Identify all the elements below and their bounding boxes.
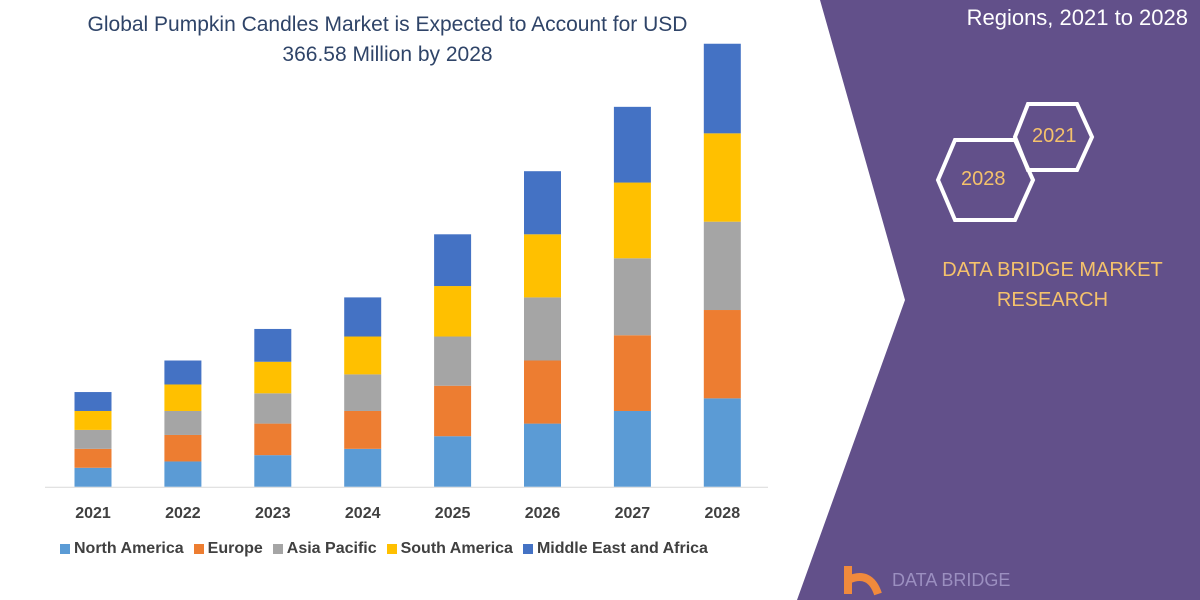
- x-tick-label: 2027: [615, 505, 651, 522]
- x-tick-label: 2026: [525, 505, 561, 522]
- x-tick-label: 2025: [435, 505, 471, 522]
- bar-segment-2028-north-america: [703, 398, 741, 487]
- bar-segment-2021-south-america: [74, 410, 112, 430]
- bar-segment-2022-europe: [164, 434, 202, 462]
- legend-swatch: [272, 544, 283, 554]
- bar-segment-2023-europe: [254, 423, 292, 456]
- bar-segment-2025-south-america: [434, 286, 472, 337]
- hexagon-2028: [935, 138, 1036, 222]
- x-tick-label: 2021: [75, 505, 111, 522]
- brand-name: DATA BRIDGE MARKET RESEARCH: [925, 255, 1180, 315]
- legend: North America Europe Asia Pacific South Ame…: [60, 540, 708, 558]
- bar-segment-2022-asia-pacific: [164, 410, 202, 435]
- bar-segment-2026-asia-pacific: [524, 297, 561, 361]
- legend-item: Asia Pacific: [272, 540, 377, 558]
- footer-logo: DATA BRIDGE: [844, 566, 1010, 596]
- legend-label: North America: [74, 540, 184, 557]
- brand-line1: DATA BRIDGE MARKET: [942, 259, 1163, 281]
- hex-year-2028: 2028: [961, 168, 1006, 190]
- bar-segment-2024-middle-east-and-africa: [344, 297, 382, 337]
- bar-segment-2021-europe: [74, 448, 112, 468]
- bar-segment-2027-north-america: [613, 410, 651, 487]
- hexagon-2021: [1012, 102, 1095, 172]
- legend-item: South America: [386, 540, 513, 558]
- legend-swatch: [522, 544, 533, 554]
- bar-segment-2023-south-america: [254, 361, 292, 394]
- bar-segment-2028-south-america: [703, 133, 741, 222]
- x-tick-label: 2024: [345, 505, 381, 522]
- legend-swatch: [193, 544, 204, 554]
- bar-segment-2024-europe: [344, 410, 382, 449]
- side-panel: [797, 0, 1200, 600]
- bar-segment-2024-north-america: [344, 448, 382, 487]
- bar-segment-2021-north-america: [74, 467, 112, 487]
- x-tick-label: 2028: [705, 505, 741, 522]
- brand-line2: RESEARCH: [996, 289, 1109, 311]
- bar-segment-2026-north-america: [524, 423, 561, 487]
- bar-segment-2028-middle-east-and-africa: [703, 43, 741, 134]
- x-tick-label: 2023: [255, 505, 291, 522]
- bar-segment-2023-middle-east-and-africa: [254, 328, 292, 362]
- bar-segment-2024-south-america: [344, 336, 382, 375]
- legend-item: Europe: [193, 540, 263, 558]
- bar-segment-2026-europe: [524, 360, 561, 424]
- bar-segment-2023-north-america: [254, 455, 292, 487]
- bar-segment-2022-south-america: [164, 384, 202, 411]
- bar-segment-2025-asia-pacific: [434, 336, 472, 386]
- bar-segment-2021-asia-pacific: [74, 429, 112, 449]
- hex-year-2021: 2021: [1032, 125, 1077, 147]
- legend-label: Asia Pacific: [286, 540, 377, 557]
- logo-text: DATA BRIDGE: [892, 570, 1010, 590]
- bar-segment-2023-asia-pacific: [254, 393, 292, 424]
- chart-title-line2: 366.58 Million by 2028: [282, 43, 493, 66]
- legend-label: South America: [400, 540, 513, 557]
- legend-label: Middle East and Africa: [536, 540, 708, 557]
- bar-segment-2022-middle-east-and-africa: [164, 360, 202, 385]
- legend-swatch: [386, 544, 397, 554]
- bar-segment-2027-europe: [613, 335, 651, 411]
- bar-segment-2028-europe: [703, 310, 741, 399]
- bar-segment-2025-middle-east-and-africa: [434, 234, 472, 287]
- bar-segment-2021-middle-east-and-africa: [74, 392, 112, 411]
- bar-segment-2027-south-america: [613, 182, 651, 259]
- bar-segment-2025-north-america: [434, 436, 472, 487]
- bar-segment-2028-asia-pacific: [703, 221, 741, 311]
- bar-segment-2024-asia-pacific: [344, 374, 382, 411]
- bar-segment-2027-asia-pacific: [613, 258, 651, 336]
- stacked-bar-chart: 2021 2022 2023 2024 2025 2026 2027 2028: [45, 43, 768, 522]
- legend-item: North America: [60, 540, 184, 558]
- legend-label: Europe: [207, 540, 263, 557]
- bar-segment-2026-middle-east-and-africa: [524, 171, 561, 235]
- x-tick-label: 2022: [165, 505, 201, 522]
- bar-segment-2026-south-america: [524, 234, 561, 298]
- legend-swatch: [60, 544, 70, 554]
- bar-segment-2027-middle-east-and-africa: [613, 106, 651, 183]
- chart-title-line1: Global Pumpkin Candles Market is Expecte…: [87, 13, 688, 36]
- bar-segment-2022-north-america: [164, 461, 202, 487]
- side-subtitle: Regions, 2021 to 2028: [966, 5, 1188, 30]
- legend-item: Middle East and Africa: [522, 540, 708, 558]
- bar-segment-2025-europe: [434, 385, 472, 437]
